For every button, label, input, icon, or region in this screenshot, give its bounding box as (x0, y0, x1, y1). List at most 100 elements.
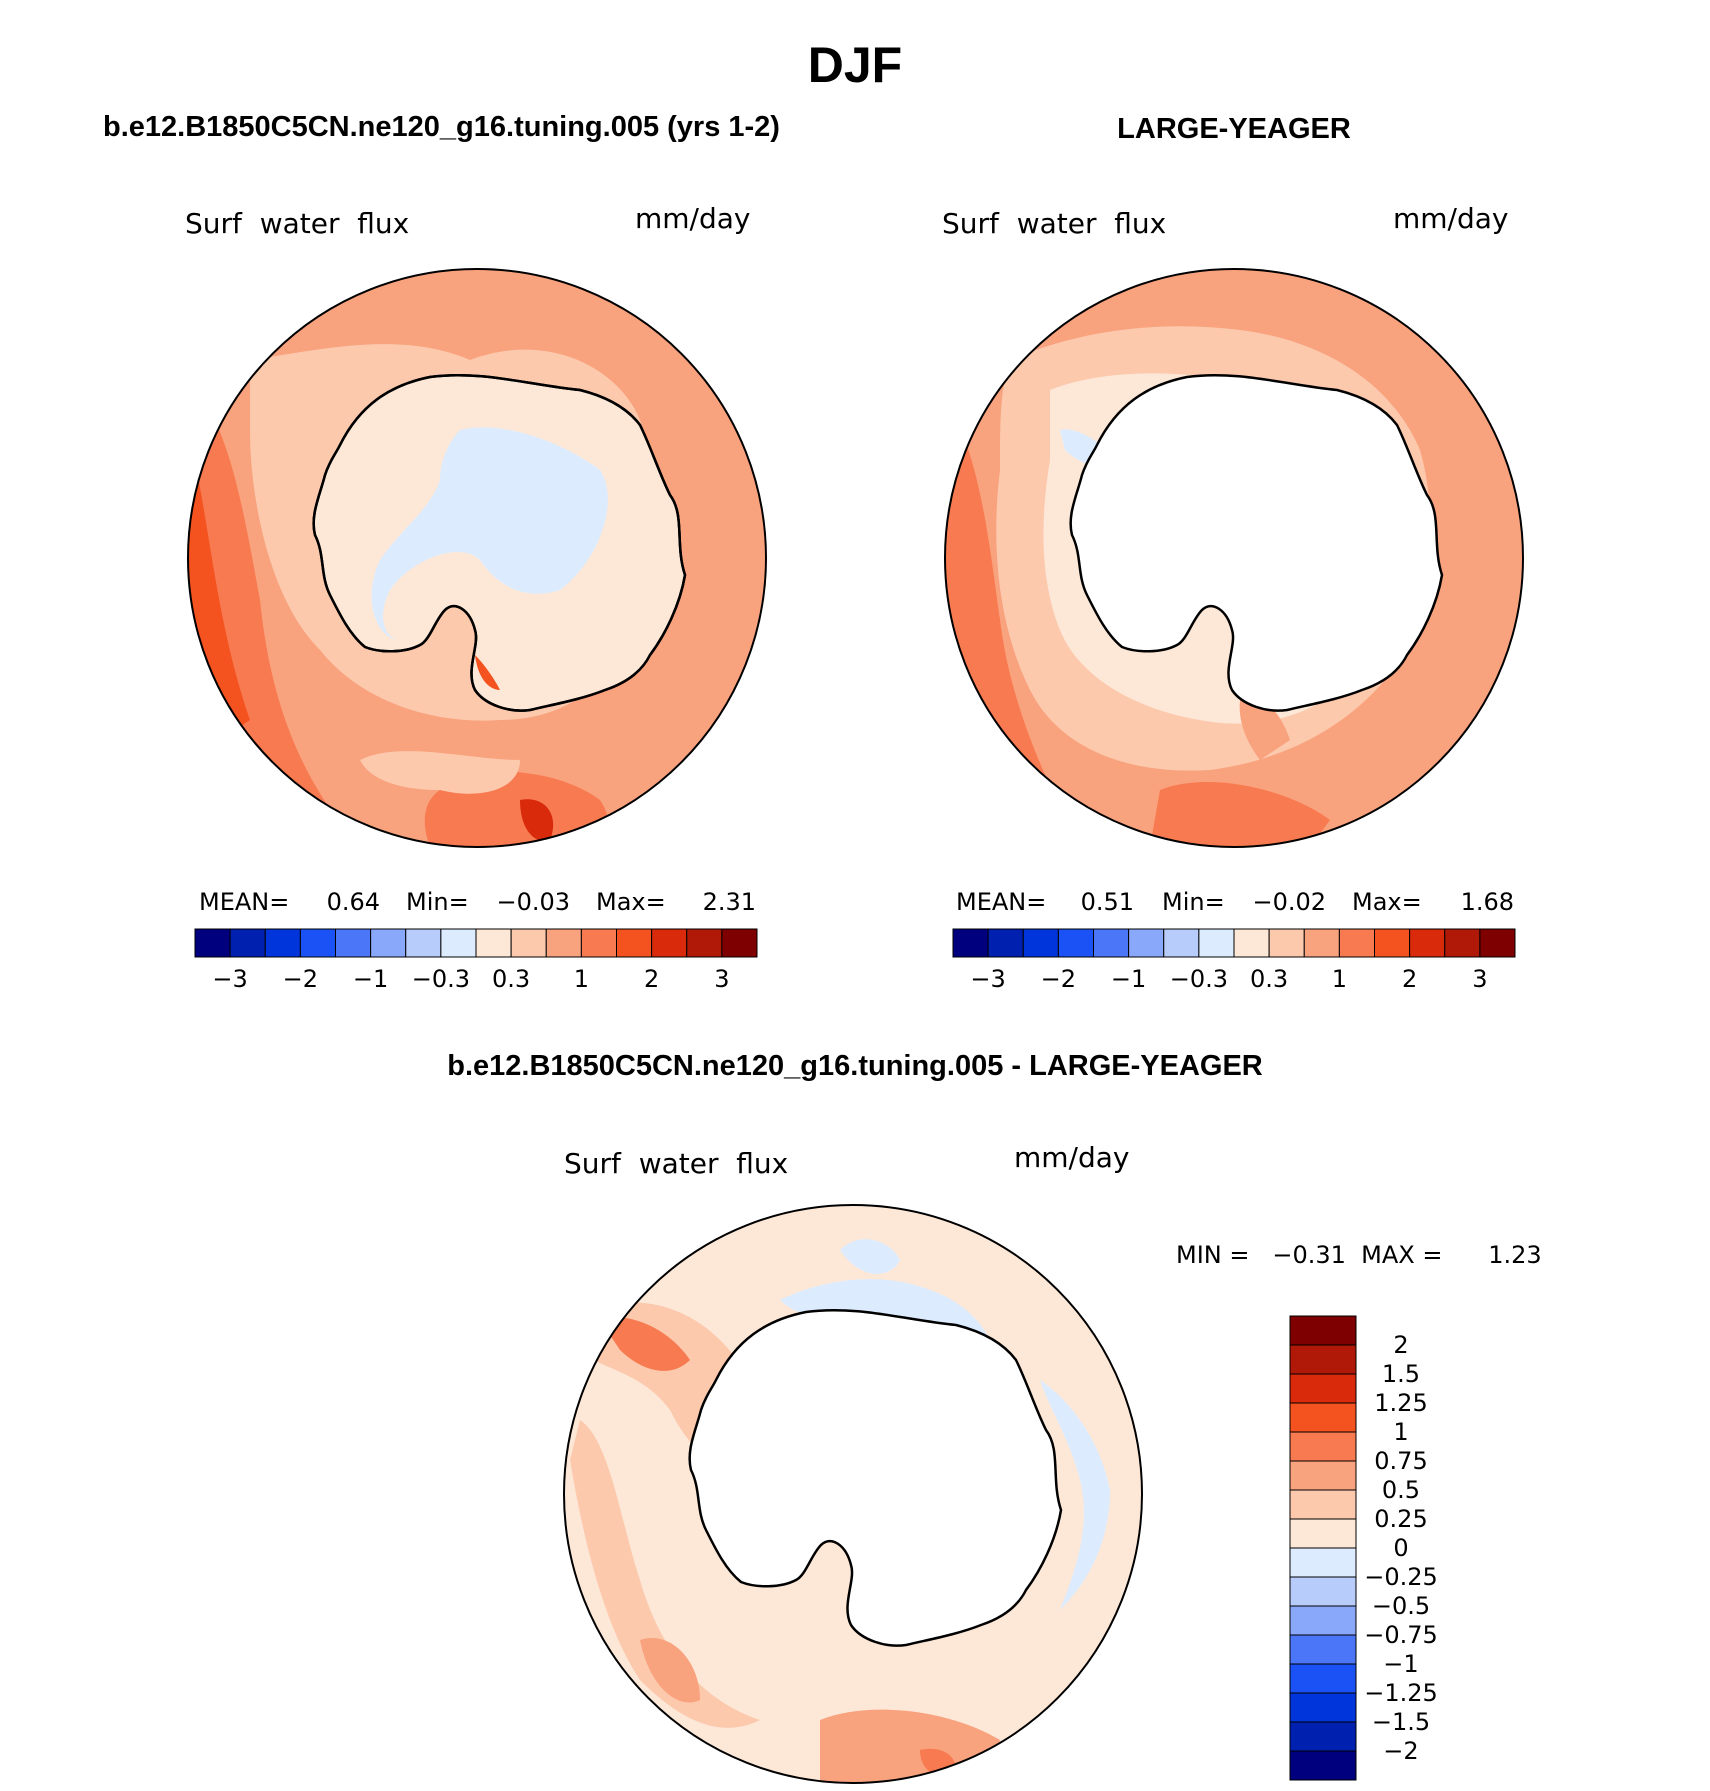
colorbar-swatch (1289, 1315, 1357, 1346)
colorbar-swatch (440, 928, 477, 958)
minmax-label-diff: MIN = −0.31 MAX = 1.23 (1176, 1241, 1542, 1269)
colorbar-tick-label: 2 (1402, 965, 1417, 993)
figure-title: DJF (808, 37, 902, 93)
contour-field-model (188, 269, 766, 847)
colorbar-tick-label: −3 (212, 965, 247, 993)
panel-title-obs: LARGE-YEAGER (1117, 113, 1351, 145)
colorbar-tick-label: −0.3 (1170, 965, 1228, 993)
colorbar-swatch (1289, 1576, 1357, 1607)
colorbar-swatch (1289, 1750, 1357, 1781)
colorbar-swatch (264, 928, 301, 958)
map-panel-model: Surf water flux mm/day MEAN= 0.64 Min= −… (185, 202, 767, 993)
colorbar-tick-label: −1 (1111, 965, 1146, 993)
colorbar-swatch (405, 928, 442, 958)
colorbar-swatch (1289, 1402, 1357, 1433)
colorbar-tick-label: 0.75 (1374, 1447, 1427, 1475)
colorbar-swatch (1289, 1721, 1357, 1752)
colorbar-tick-label: 0.25 (1374, 1505, 1427, 1533)
colorbar-obs: −3 −2 −1 −0.3 0.3 1 2 3 (952, 928, 1516, 993)
colorbar-swatch (1289, 1344, 1357, 1375)
colorbar-swatch (1444, 928, 1481, 958)
mean-value-obs: 0.51 (1081, 888, 1134, 916)
colorbar-model: −3 −2 −1 −0.3 0.3 1 2 3 (194, 928, 758, 993)
max-value-model: 2.31 (703, 888, 756, 916)
panel-title-model: b.e12.B1850C5CN.ne120_g16.tuning.005 (yr… (103, 111, 780, 143)
colorbar-tick-label: −3 (970, 965, 1005, 993)
colorbar-swatch (299, 928, 336, 958)
variable-label-model: Surf water flux (185, 207, 409, 240)
colorbar-tick-label: 1.5 (1382, 1360, 1420, 1388)
colorbar-swatch (1289, 1547, 1357, 1578)
units-label-obs: mm/day (1393, 202, 1509, 235)
colorbar-tick-label: 1.25 (1374, 1389, 1427, 1417)
colorbar-tick-label: −0.5 (1372, 1592, 1430, 1620)
colorbar-tick-label: −1 (353, 965, 388, 993)
colorbar-tick-label: 2 (1393, 1331, 1408, 1359)
colorbar-swatch (194, 928, 231, 958)
stats-row-model: MEAN= 0.64 Min= −0.03 Max= 2.31 (199, 888, 756, 916)
colorbar-swatch (651, 928, 688, 958)
mean-value-model: 0.64 (327, 888, 380, 916)
colorbar-swatch (475, 928, 512, 958)
contour-field-obs (945, 269, 1523, 847)
colorbar-swatch (229, 928, 266, 958)
colorbar-swatch (616, 928, 653, 958)
max-value-obs: 1.68 (1461, 888, 1514, 916)
colorbar-swatch (1289, 1518, 1357, 1549)
min-value-model: −0.03 (496, 888, 570, 916)
colorbar-swatch (1289, 1460, 1357, 1491)
mean-label-model: MEAN= (199, 888, 289, 916)
colorbar-swatch (1163, 928, 1200, 958)
colorbar-tick-label: 1 (574, 965, 589, 993)
colorbar-tick-label: −0.3 (412, 965, 470, 993)
min-label-model: Min= (406, 888, 469, 916)
colorbar-swatch (1338, 928, 1375, 958)
colorbar-tick-label: 3 (714, 965, 729, 993)
colorbar-swatch (1289, 1634, 1357, 1665)
colorbar-swatch (1268, 928, 1305, 958)
colorbar-swatch (1409, 928, 1446, 958)
colorbar-swatch (1198, 928, 1235, 958)
colorbar-swatch (1289, 1431, 1357, 1462)
max-label-obs: Max= (1352, 888, 1422, 916)
panel-title-diff: b.e12.B1850C5CN.ne120_g16.tuning.005 - L… (447, 1050, 1263, 1082)
min-value-obs: −0.02 (1252, 888, 1326, 916)
colorbar-tick-label: 0.3 (1250, 965, 1288, 993)
colorbar-swatch (545, 928, 582, 958)
colorbar-swatch (1479, 928, 1516, 958)
colorbar-swatch (580, 928, 617, 958)
colorbar-swatch (1128, 928, 1165, 958)
min-label-obs: Min= (1162, 888, 1225, 916)
colorbar-tick-label: −1.25 (1364, 1679, 1438, 1707)
colorbar-swatch (1289, 1373, 1357, 1404)
colorbar-swatch (1022, 928, 1059, 958)
colorbar-tick-label: −2 (283, 965, 318, 993)
max-label-model: Max= (596, 888, 666, 916)
stats-row-obs: MEAN= 0.51 Min= −0.02 Max= 1.68 (956, 888, 1514, 916)
colorbar-tick-label: −1.5 (1372, 1708, 1430, 1736)
colorbar-swatch (721, 928, 758, 958)
units-label-model: mm/day (635, 202, 751, 235)
variable-label-diff: Surf water flux (564, 1147, 788, 1180)
units-label-diff: mm/day (1014, 1141, 1130, 1174)
colorbar-tick-label: 1 (1332, 965, 1347, 993)
colorbar-swatch (1289, 1489, 1357, 1520)
colorbar-tick-label: −1 (1383, 1650, 1418, 1678)
colorbar-swatch (1093, 928, 1130, 958)
colorbar-tick-label: −0.75 (1364, 1621, 1438, 1649)
colorbar-diff: 21.51.2510.750.50.250−0.25−0.5−0.75−1−1.… (1289, 1315, 1438, 1781)
colorbar-swatch (1289, 1692, 1357, 1723)
variable-label-obs: Surf water flux (942, 207, 1166, 240)
colorbar-tick-label: 0 (1393, 1534, 1408, 1562)
colorbar-swatch (510, 928, 547, 958)
colorbar-tick-label: 3 (1472, 965, 1487, 993)
colorbar-tick-label: 2 (644, 965, 659, 993)
colorbar-tick-label: 0.5 (1382, 1476, 1420, 1504)
colorbar-swatch (335, 928, 372, 958)
colorbar-tick-label: 1 (1393, 1418, 1408, 1446)
colorbar-swatch (1289, 1605, 1357, 1636)
colorbar-swatch (952, 928, 989, 958)
map-panel-obs: Surf water flux mm/day MEAN= 0.51 Min= −… (942, 202, 1524, 993)
colorbar-swatch (1057, 928, 1094, 958)
